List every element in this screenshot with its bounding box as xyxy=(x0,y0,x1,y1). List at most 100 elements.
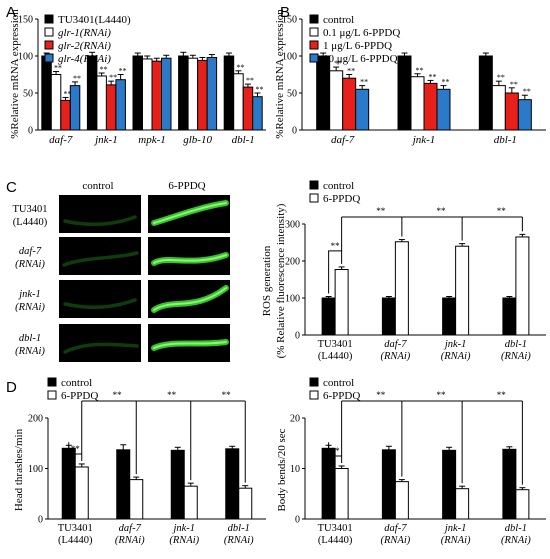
x-tick-label: (L4440) xyxy=(318,535,353,546)
bar xyxy=(455,245,470,336)
bar xyxy=(329,70,344,131)
y-tick-label: 100 xyxy=(282,52,297,63)
worm-fluorescence xyxy=(63,215,137,227)
significance-mark: ** xyxy=(510,80,518,89)
significance-mark: ** xyxy=(497,390,507,400)
panel-label-d: D xyxy=(6,379,17,396)
significance-mark: ** xyxy=(429,72,437,81)
legend-swatch xyxy=(309,27,319,37)
significance-mark: ** xyxy=(100,65,108,74)
significance-mark: ** xyxy=(347,67,355,76)
x-tick-label: jnk-1 xyxy=(443,339,467,350)
x-tick-label: (RNAi) xyxy=(169,535,199,546)
bar xyxy=(517,99,532,131)
legend-label: control xyxy=(323,14,354,26)
significance-mark: ** xyxy=(497,73,505,82)
x-tick-label: jnk-1 xyxy=(93,134,118,146)
bar xyxy=(321,447,336,520)
x-tick-label: daf-7 xyxy=(331,134,355,146)
legend-label: 1 μg/L 6-PPDQ xyxy=(323,40,392,52)
bar xyxy=(74,466,89,520)
legend-swatch xyxy=(47,390,57,400)
significance-mark: ** xyxy=(71,444,81,454)
y-tick-label: 100 xyxy=(28,464,43,475)
worm-fluorescence xyxy=(63,298,137,310)
y-tick-label: 0 xyxy=(295,515,300,526)
panel-label-b: B xyxy=(280,4,290,21)
bar xyxy=(105,84,117,131)
bar xyxy=(142,58,153,131)
y-tick-label: 0 xyxy=(38,515,43,526)
legend-swatch xyxy=(309,390,319,400)
x-tick-label: daf-7 xyxy=(49,134,73,146)
legend-label: control xyxy=(61,377,92,389)
image-row-label: daf-7 xyxy=(19,246,42,257)
x-tick-label: (RNAi) xyxy=(441,535,471,546)
fluorescence-image-6ppdq xyxy=(148,280,230,318)
bar xyxy=(442,449,457,520)
significance-mark: ** xyxy=(376,390,386,400)
legend-label: 0.1 μg/L 6-PPDQ xyxy=(323,27,400,39)
x-tick-label: daf-7 xyxy=(119,523,142,534)
legend-label: glr-1(RNAi) xyxy=(58,27,111,39)
y-axis-title: (% Relative fluorescence intensity) xyxy=(275,203,287,358)
significance-mark: ** xyxy=(54,64,62,73)
significance-mark: ** xyxy=(334,59,342,68)
legend-label: 6-PPDQ xyxy=(323,390,360,402)
y-tick-label: 20 xyxy=(290,414,300,425)
legend-label: 6-PPDQ xyxy=(323,193,360,205)
significance-mark: ** xyxy=(360,78,368,87)
bar xyxy=(115,79,126,131)
bar xyxy=(252,96,263,131)
y-tick-label: 100 xyxy=(285,294,300,305)
significance-mark: ** xyxy=(376,206,386,216)
x-tick-label: jnk-1 xyxy=(171,523,195,534)
bar xyxy=(502,297,517,336)
x-tick-label: daf-7 xyxy=(384,339,407,350)
legend-label: control xyxy=(323,377,354,389)
bar xyxy=(132,55,143,131)
significance-mark: ** xyxy=(109,73,117,82)
bar xyxy=(187,57,199,131)
legend-swatch xyxy=(309,193,319,203)
significance-mark: ** xyxy=(331,446,341,456)
legend-label: TU3401(L4440) xyxy=(58,14,131,26)
fluorescence-image-grid: control 6-PPDQ TU3401 (L4440) daf-7 (RNAi) j… xyxy=(13,180,230,362)
y-tick-label: 100 xyxy=(18,52,33,63)
image-row-label: (RNAi) xyxy=(15,302,45,313)
panel-label-c: C xyxy=(6,179,17,196)
x-tick-label: TU3401 xyxy=(318,523,353,534)
significance-mark: ** xyxy=(497,206,507,216)
significance-mark: ** xyxy=(119,67,127,76)
y-tick-label: 0 xyxy=(295,331,300,342)
x-tick-label: (RNAi) xyxy=(441,351,471,362)
y-tick-label: 150 xyxy=(18,15,33,26)
bar xyxy=(96,75,107,131)
x-tick-label: dbl-1 xyxy=(228,523,250,534)
bar xyxy=(129,479,144,520)
significance-mark: ** xyxy=(437,390,447,400)
bar xyxy=(321,297,336,336)
bar xyxy=(410,76,425,131)
significance-mark: ** xyxy=(73,74,81,83)
bar xyxy=(334,468,349,520)
legend-label: 10 μg/L 6-PPDQ xyxy=(323,53,398,65)
legend-swatch xyxy=(44,14,54,24)
bar xyxy=(60,99,71,131)
col-header-control: control xyxy=(82,180,113,192)
chart-b-mrna-expression: 0 50 100 150 ** ** ** daf-7 ** ** ** jnk-1 ** ** ** dbl… xyxy=(274,9,546,146)
worm-fluorescence-highlight xyxy=(153,341,227,349)
bar xyxy=(436,88,451,131)
image-row-label: (L4440) xyxy=(13,217,48,228)
legend-swatch xyxy=(309,14,319,24)
y-tick-label: 200 xyxy=(285,257,300,268)
bar xyxy=(423,82,438,131)
legend-label: glr-2(RNAi) xyxy=(58,40,111,52)
significance-bracket xyxy=(328,442,343,463)
bar xyxy=(151,60,162,131)
y-tick-label: 50 xyxy=(23,89,33,100)
legend-swatch xyxy=(44,53,54,63)
worm-fluorescence-highlight xyxy=(153,287,227,311)
x-tick-label: dbl-1 xyxy=(232,134,255,146)
y-axis-title: Body bends/20 sec xyxy=(276,428,288,511)
